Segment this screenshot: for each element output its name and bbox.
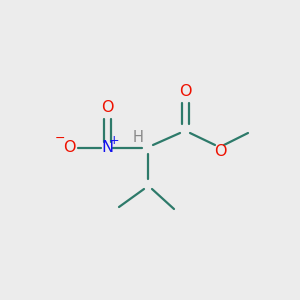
Text: O: O [63,140,75,155]
Text: −: − [55,131,65,145]
Text: O: O [179,85,191,100]
Text: +: + [109,134,119,146]
Text: N: N [101,140,113,155]
Text: O: O [214,143,226,158]
Text: O: O [101,100,113,116]
Text: H: H [133,130,143,146]
